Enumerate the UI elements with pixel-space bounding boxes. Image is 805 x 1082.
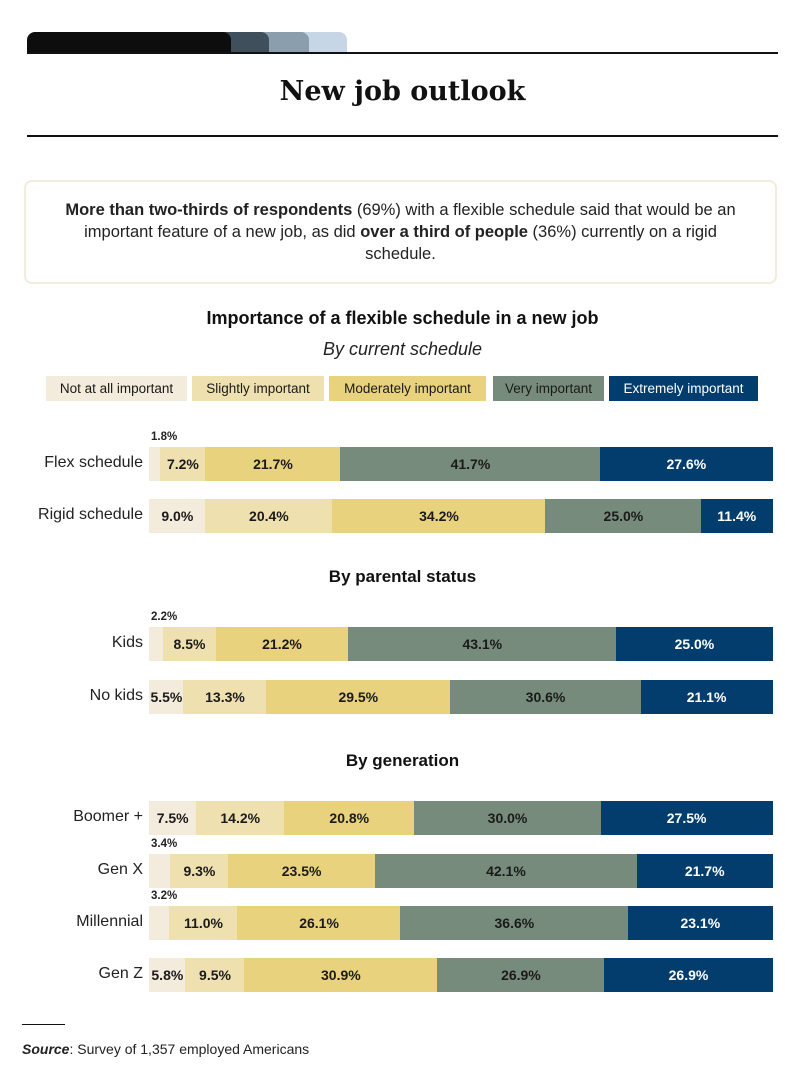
legend-moderately-important: Moderately important [329, 376, 486, 401]
bar-segment-boomer-0: 7.5% [149, 801, 197, 835]
section-title-parental: By parental status [328, 567, 477, 586]
bar-segment-gen-x-0 [149, 854, 171, 888]
bar-segment-millennial-4: 23.1% [628, 906, 773, 940]
row-label-flex-schedule: Flex schedule [44, 454, 143, 471]
bar-segment-boomer-2: 20.8% [284, 801, 415, 835]
bar-segment-boomer-1: 14.2% [195, 801, 285, 835]
bar-label-gen-x-0: 3.4% [151, 838, 178, 850]
row-label-gen-z: Gen Z [98, 965, 143, 982]
bar-segment-gen-x-3: 42.1% [374, 854, 638, 888]
bar-segment-gen-z-1: 9.5% [185, 958, 245, 992]
bar-segment-gen-x-4: 21.7% [636, 854, 773, 888]
chart-title: Importance of a flexible schedule in a n… [206, 308, 599, 328]
legend-slightly-important: Slightly important [192, 376, 324, 401]
summary-text-2: (36%) currently on a rigid schedule. [365, 223, 717, 263]
row-label-no-kids: No kids [89, 687, 143, 704]
section-title-generation: By generation [345, 751, 460, 770]
source-text: : Survey of 1,357 employed Americans [69, 1041, 310, 1057]
page-title: New job outlook [279, 76, 526, 107]
summary-bold-2: over a third of people [360, 223, 528, 241]
source-label: Source [22, 1041, 70, 1057]
bar-segment-kids-4: 25.0% [616, 627, 773, 661]
bar-label-flex-schedule-0: 1.8% [151, 431, 178, 443]
bar-segment-rigid-schedule-3: 25.0% [545, 499, 702, 533]
bar-segment-kids-0 [149, 627, 164, 661]
row-label-kids: Kids [111, 634, 143, 651]
chart-subtitle: By current schedule [322, 339, 483, 359]
row-label-millennial: Millennial [76, 913, 143, 930]
bar-segment-kids-3: 43.1% [347, 627, 617, 661]
bar-segment-no-kids-3: 30.6% [449, 680, 642, 714]
row-label-gen-x: Gen X [97, 861, 143, 878]
bar-segment-millennial-2: 26.1% [237, 906, 401, 940]
bar-segment-gen-x-1: 9.3% [170, 854, 229, 888]
bar-segment-kids-2: 21.2% [215, 627, 349, 661]
bar-segment-rigid-schedule-2: 34.2% [332, 499, 546, 533]
bar-segment-gen-x-2: 23.5% [228, 854, 376, 888]
bar-segment-no-kids-2: 29.5% [266, 680, 451, 714]
bar-segment-flex-schedule-1: 7.2% [160, 447, 206, 481]
bar-segment-no-kids-1: 13.3% [183, 680, 267, 714]
bar-segment-rigid-schedule-1: 20.4% [205, 499, 333, 533]
header-tab-1 [27, 32, 231, 54]
bar-segment-flex-schedule-0 [149, 447, 161, 481]
summary-text-1: (69%) with a flexible schedule said that… [84, 201, 736, 241]
bar-segment-gen-z-2: 30.9% [244, 958, 438, 992]
title-rule [27, 135, 778, 137]
bar-label-kids-0: 2.2% [151, 611, 178, 623]
bar-segment-flex-schedule-3: 41.7% [340, 447, 601, 481]
footer-rule [22, 1024, 65, 1025]
bar-segment-flex-schedule-4: 27.6% [600, 447, 773, 481]
legend-very-important: Very important [493, 376, 604, 401]
bar-segment-gen-z-3: 26.9% [436, 958, 606, 992]
bar-label-millennial-0: 3.2% [151, 890, 178, 902]
bar-segment-rigid-schedule-4: 11.4% [700, 499, 773, 533]
legend-extremely-important: Extremely important [609, 376, 758, 401]
bar-segment-boomer-3: 30.0% [413, 801, 602, 835]
bar-segment-millennial-0 [149, 906, 170, 940]
row-label-boomer: Boomer + [73, 808, 143, 825]
legend-not-at-all-important: Not at all important [46, 376, 187, 401]
top-rule [27, 52, 778, 54]
source-note: Source: Survey of 1,357 employed America… [22, 1041, 309, 1057]
bar-segment-gen-z-0: 5.8% [149, 958, 186, 992]
summary-box: More than two-thirds of respondents (69%… [24, 180, 777, 284]
bar-segment-rigid-schedule-0: 9.0% [149, 499, 206, 533]
bar-segment-flex-schedule-2: 21.7% [205, 447, 341, 481]
bar-segment-boomer-4: 27.5% [600, 801, 773, 835]
summary-text: More than two-thirds of respondents (69%… [56, 199, 746, 265]
bar-segment-kids-1: 8.5% [162, 627, 217, 661]
row-label-rigid-schedule: Rigid schedule [38, 506, 143, 523]
bar-segment-millennial-1: 11.0% [168, 906, 239, 940]
summary-bold-1: More than two-thirds of respondents [65, 201, 353, 219]
bar-segment-gen-z-4: 26.9% [604, 958, 773, 992]
bar-segment-no-kids-0: 5.5% [149, 680, 184, 714]
bar-segment-millennial-3: 36.6% [400, 906, 629, 940]
bar-segment-no-kids-4: 21.1% [640, 680, 773, 714]
